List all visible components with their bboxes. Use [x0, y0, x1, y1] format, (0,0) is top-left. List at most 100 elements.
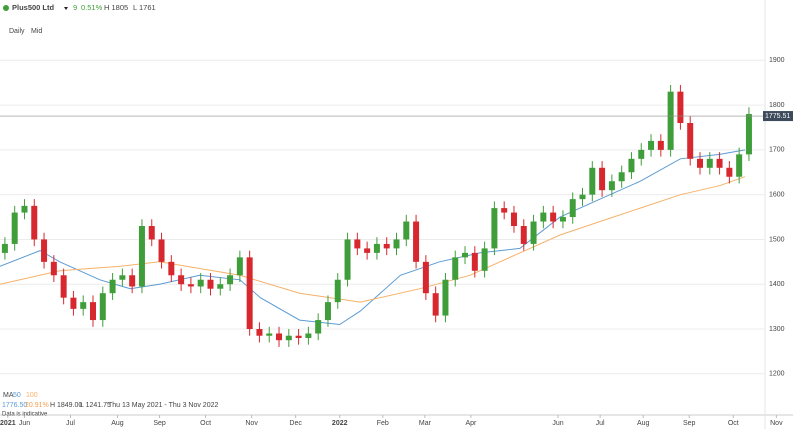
stat: H 1849.00: [50, 402, 82, 409]
candle-body: [266, 333, 273, 336]
candle-body: [569, 199, 576, 218]
interval[interactable]: Daily: [9, 28, 25, 35]
candle-body: [197, 279, 204, 287]
change-pct: 0.51%: [81, 3, 103, 12]
candle-body: [628, 158, 635, 173]
y-tick-label: 1400: [769, 281, 785, 288]
day-high: H 1805: [104, 3, 128, 12]
candle-body: [520, 226, 527, 244]
candle-body: [442, 279, 449, 316]
candle-body: [187, 284, 194, 287]
candle-body: [736, 154, 743, 177]
y-tick-label: 1300: [769, 326, 785, 333]
dropdown-arrow[interactable]: [64, 7, 68, 10]
candle-body: [745, 114, 752, 155]
y-tick-label: 1500: [769, 236, 785, 243]
candle-body: [501, 208, 508, 213]
candle-body: [324, 302, 331, 321]
candle-body: [599, 167, 606, 191]
day-low: L 1761: [133, 3, 156, 12]
candle-body: [168, 261, 175, 276]
candle-body: [530, 221, 537, 244]
candle-body: [452, 257, 459, 280]
y-tick-label: 1700: [769, 147, 785, 154]
candle-body: [432, 293, 439, 316]
y-tick-label: 1900: [769, 57, 785, 64]
candle-body: [276, 333, 283, 341]
candle-body: [696, 158, 703, 168]
x-tick-label: Aug: [111, 420, 124, 427]
candle-body: [50, 261, 57, 276]
candle-body: [550, 212, 557, 222]
candle-body: [462, 252, 469, 258]
candle-body: [148, 226, 155, 240]
candle-body: [158, 239, 165, 262]
candle-body: [667, 91, 674, 150]
y-tick-label: 1800: [769, 102, 785, 109]
candle-body: [236, 257, 243, 276]
candle-body: [589, 167, 596, 195]
candle-body: [295, 335, 302, 338]
candle-body: [716, 158, 723, 168]
candle-body: [1, 243, 8, 253]
candle-body: [383, 243, 390, 249]
legend-entry: 100: [26, 392, 38, 399]
note: Data is indicative: [2, 412, 48, 418]
candle-body: [364, 248, 371, 253]
x-tick-label: Feb: [377, 420, 389, 427]
x-tick-label: Dec: [289, 420, 302, 427]
candle-body: [344, 239, 351, 280]
candle-body: [471, 252, 478, 271]
candle-body: [677, 91, 684, 124]
candle-body: [510, 212, 517, 227]
candle-body: [207, 279, 214, 289]
x-tick-label: Jun: [19, 420, 30, 427]
candle-body: [21, 205, 28, 213]
change: 9: [73, 3, 77, 12]
candle-body: [334, 279, 341, 303]
x-tick-label: Jun: [552, 420, 563, 427]
x-tick-label: Jul: [596, 420, 605, 427]
status-dot: [3, 5, 9, 11]
candle-body: [559, 217, 566, 222]
candle-body: [373, 243, 380, 253]
candle-body: [491, 208, 498, 249]
candle-body: [178, 275, 185, 285]
stat: 20.91%: [25, 402, 49, 409]
candle-body: [99, 293, 106, 321]
instrument-name[interactable]: Plus500 Ltd: [12, 3, 55, 12]
candle-body: [618, 172, 625, 182]
candle-body: [608, 181, 615, 191]
x-tick-label: 2022: [332, 420, 348, 427]
candle-body: [657, 140, 664, 150]
x-tick-label: Sep: [153, 420, 166, 427]
candle-body: [422, 261, 429, 294]
price-type[interactable]: Mid: [31, 28, 42, 35]
last-price-label: 1775.51: [765, 113, 790, 120]
candle-body: [413, 221, 420, 262]
candle-body: [403, 221, 410, 240]
stat: L 1241.75: [80, 402, 111, 409]
candle-body: [41, 239, 48, 262]
candle-body: [687, 123, 694, 159]
candle-body: [90, 302, 97, 321]
x-tick-label: Aug: [637, 420, 650, 427]
candle-body: [109, 279, 116, 294]
y-tick-label: 1600: [769, 192, 785, 199]
x-tick-label: Sep: [683, 420, 696, 427]
x-tick-label: Nov: [770, 420, 783, 427]
candle-body: [354, 239, 361, 249]
candle-body: [481, 248, 488, 271]
candle-body: [638, 149, 645, 159]
candle-body: [31, 205, 38, 240]
candle-body: [119, 275, 126, 280]
last-price-box: [763, 111, 793, 122]
candle-body: [70, 297, 77, 309]
x-tick-label: 2021: [0, 420, 16, 427]
candle-body: [129, 275, 136, 287]
x-tick-label: Mar: [419, 420, 432, 427]
candle-body: [648, 140, 655, 150]
candle-body: [393, 239, 400, 249]
